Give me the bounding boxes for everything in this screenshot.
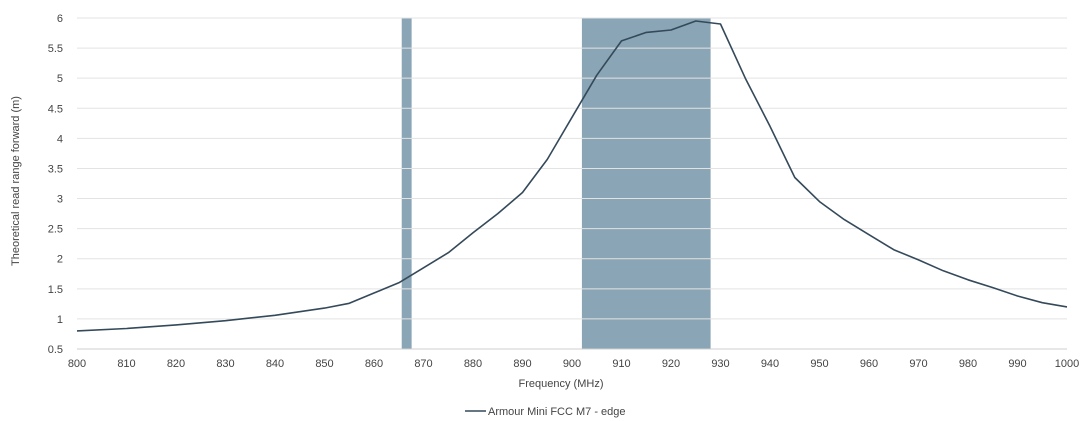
highlight-band-0 — [401, 18, 412, 349]
y-tick-label: 1 — [57, 314, 63, 326]
y-tick-label: 4 — [57, 133, 63, 145]
x-tick-label: 990 — [1008, 358, 1026, 370]
x-tick-label: 830 — [216, 358, 234, 370]
y-tick-label: 5 — [57, 73, 63, 85]
axes: 0.5 1 1.5 2 2.5 3 3.5 4 4.5 5 5.5 6 800 810 820 830 840 8… — [48, 13, 1080, 370]
x-tick-label: 970 — [909, 358, 927, 370]
series-line-0 — [76, 20, 1068, 332]
y-tick-label: 0.5 — [48, 344, 63, 356]
x-tick-label: 860 — [365, 358, 383, 370]
x-tick-label: 910 — [612, 358, 630, 370]
legend-label: Armour Mini FCC M7 - edge — [488, 406, 626, 418]
y-tick-label: 2.5 — [48, 224, 63, 236]
y-tick-label: 5.5 — [48, 43, 63, 55]
y-tick-label: 2 — [57, 254, 63, 266]
x-tick-label: 960 — [860, 358, 878, 370]
y-tick-label: 3.5 — [48, 163, 63, 175]
x-tick-label: 880 — [464, 358, 482, 370]
x-tick-label: 810 — [117, 358, 135, 370]
x-tick-label: 940 — [761, 358, 779, 370]
y-tick-label: 6 — [57, 13, 63, 25]
x-tick-label: 800 — [68, 358, 86, 370]
x-tick-label: 980 — [959, 358, 977, 370]
x-tick-label: 920 — [662, 358, 680, 370]
x-tick-label: 900 — [563, 358, 581, 370]
x-tick-label: 930 — [711, 358, 729, 370]
y-tick-label: 1.5 — [48, 284, 63, 296]
x-tick-label: 840 — [266, 358, 284, 370]
highlight-band-1 — [581, 18, 711, 349]
y-tick-label: 3 — [57, 194, 63, 206]
x-axis-title: Frequency (MHz) — [519, 378, 604, 390]
highlight-bands — [401, 18, 711, 349]
y-tick-label: 4.5 — [48, 103, 63, 115]
x-tick-label: 1000 — [1055, 358, 1079, 370]
y-axis-title: Theoretical read range forward (m) — [10, 96, 22, 266]
legend: Armour Mini FCC M7 - edge — [465, 406, 626, 418]
series — [76, 20, 1068, 332]
x-tick-label: 870 — [414, 358, 432, 370]
x-tick-label: 950 — [810, 358, 828, 370]
x-tick-label: 890 — [513, 358, 531, 370]
x-tick-label: 850 — [315, 358, 333, 370]
x-tick-label: 820 — [167, 358, 185, 370]
grid — [77, 17, 1067, 320]
